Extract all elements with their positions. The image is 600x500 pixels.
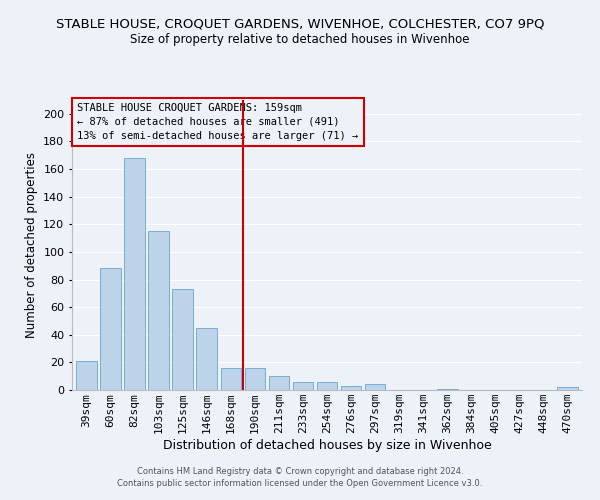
Bar	[437, 388, 458, 390]
Text: STABLE HOUSE CROQUET GARDENS: 159sqm
← 87% of detached houses are smaller (491)
: STABLE HOUSE CROQUET GARDENS: 159sqm ← 8…	[77, 103, 358, 141]
Bar	[293, 382, 313, 390]
Bar	[100, 268, 121, 390]
Y-axis label: Number of detached properties: Number of detached properties	[25, 152, 38, 338]
Text: STABLE HOUSE, CROQUET GARDENS, WIVENHOE, COLCHESTER, CO7 9PQ: STABLE HOUSE, CROQUET GARDENS, WIVENHOE,…	[56, 18, 544, 30]
Bar	[221, 368, 241, 390]
Bar	[148, 231, 169, 390]
X-axis label: Distribution of detached houses by size in Wivenhoe: Distribution of detached houses by size …	[163, 439, 491, 452]
Bar	[124, 158, 145, 390]
Bar	[557, 387, 578, 390]
Bar	[172, 289, 193, 390]
Bar	[365, 384, 385, 390]
Bar	[269, 376, 289, 390]
Text: Contains HM Land Registry data © Crown copyright and database right 2024.
Contai: Contains HM Land Registry data © Crown c…	[118, 466, 482, 487]
Text: Size of property relative to detached houses in Wivenhoe: Size of property relative to detached ho…	[130, 32, 470, 46]
Bar	[196, 328, 217, 390]
Bar	[341, 386, 361, 390]
Bar	[76, 361, 97, 390]
Bar	[245, 368, 265, 390]
Bar	[317, 382, 337, 390]
